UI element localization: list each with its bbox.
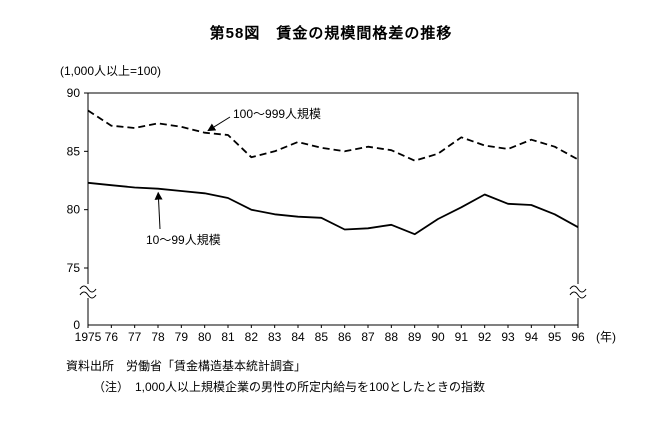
series-annotation-label: 10〜99人規模 xyxy=(146,232,221,247)
x-axis-unit-label: (年) xyxy=(596,330,616,344)
note-line: （注） 1,000人以上規模企業の男性の所定内給与を100としたときの指数 xyxy=(93,380,486,394)
x-axis-tick-label: 90 xyxy=(431,330,445,344)
x-axis-tick-label: 94 xyxy=(525,330,539,344)
annotation-arrow xyxy=(154,191,163,230)
y-axis-tick-label: 90 xyxy=(67,86,81,100)
source-line: 資料出所 労働省「賃金構造基本統計調査」 xyxy=(66,359,307,373)
index-base-note: (1,000人以上=100) xyxy=(60,64,162,78)
x-axis-tick-label: 89 xyxy=(408,330,422,344)
x-axis-tick-label: 92 xyxy=(478,330,492,344)
y-axis-tick-label: 75 xyxy=(67,261,81,275)
y-axis-tick-label: 0 xyxy=(73,318,80,332)
axis-break-squiggle xyxy=(569,291,587,299)
axis-break-squiggle xyxy=(79,291,97,299)
y-axis-tick-label: 85 xyxy=(67,144,81,158)
x-axis-tick-label: 96 xyxy=(571,330,585,344)
axis-break-mask-left xyxy=(82,284,94,298)
x-axis-tick-label: 77 xyxy=(128,330,142,344)
x-axis-tick-label: 84 xyxy=(291,330,305,344)
axis-break-squiggle xyxy=(79,285,97,293)
x-axis-tick-label: 79 xyxy=(175,330,189,344)
annotation-arrow xyxy=(207,116,231,132)
x-axis-tick-label: 82 xyxy=(245,330,259,344)
figure-title: 第58図 賃金の規模間格差の推移 xyxy=(209,25,453,42)
x-axis-tick-label: 87 xyxy=(361,330,375,344)
series-line-solid xyxy=(87,181,579,236)
axis-break-squiggle xyxy=(569,285,587,293)
x-axis-tick-label: 80 xyxy=(198,330,212,344)
x-axis-tick-label: 93 xyxy=(501,330,515,344)
x-axis-tick-label: 83 xyxy=(268,330,282,344)
x-axis-tick-label: 81 xyxy=(221,330,235,344)
plot-frame xyxy=(87,92,579,326)
footer: 資料出所 労働省「賃金構造基本統計調査」 （注） 1,000人以上規模企業の男性… xyxy=(66,356,485,398)
y-axis-tick-label: 80 xyxy=(67,203,81,217)
series-line-dashed xyxy=(87,109,579,162)
x-axis-tick-label: 85 xyxy=(315,330,329,344)
x-axis-tick-label: 1975 xyxy=(75,330,102,344)
x-axis-tick-label: 88 xyxy=(385,330,399,344)
x-axis-tick-label: 95 xyxy=(548,330,562,344)
x-axis-tick-label: 86 xyxy=(338,330,352,344)
axis-break-mask-right xyxy=(572,284,584,298)
series-annotation-label: 100〜999人規模 xyxy=(233,106,321,121)
x-axis-tick-label: 91 xyxy=(455,330,469,344)
x-axis-tick-label: 76 xyxy=(105,330,119,344)
x-axis-tick-label: 78 xyxy=(151,330,165,344)
